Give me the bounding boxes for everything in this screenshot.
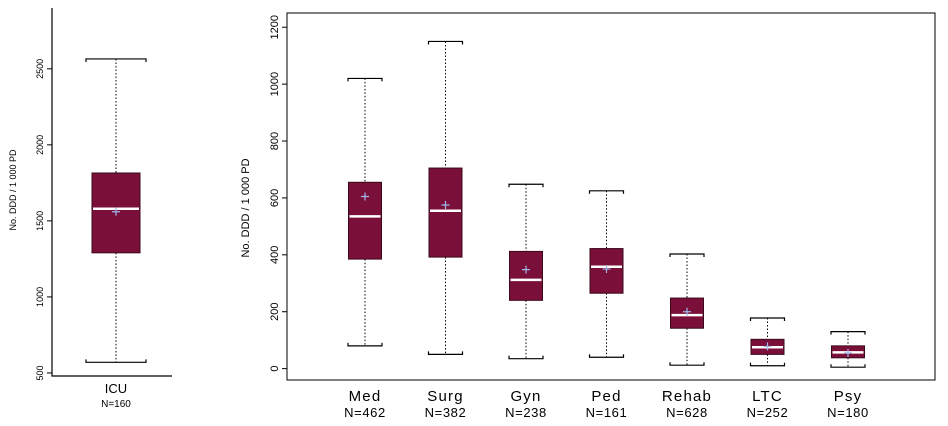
- x-category-label: Gyn: [510, 388, 541, 405]
- y-tick-label: 400: [269, 246, 281, 264]
- icu-boxes: [85, 58, 147, 363]
- x-sample-size-label: N=180: [827, 405, 869, 420]
- lower-whisker-cap: [830, 364, 866, 368]
- mean-marker: [441, 201, 450, 210]
- lower-whisker-cap: [427, 351, 464, 355]
- ward-boxplot-panel: 0 200 400 600 800 1000 1200 No. DDD / 1 000 PD…: [240, 12, 936, 420]
- x-sample-size-label: N=238: [505, 405, 547, 420]
- upper-whisker-cap: [588, 190, 625, 194]
- icu-plot-axes: [51, 8, 172, 377]
- mean-marker: [683, 307, 691, 316]
- box-med: [347, 77, 383, 347]
- upper-whisker-cap: [85, 58, 147, 62]
- y-tick-label: 1200: [269, 15, 281, 39]
- y-tick-label: 200: [269, 303, 281, 321]
- x-sample-size-label: N=160: [101, 399, 131, 410]
- iqr-box: [670, 297, 704, 329]
- lower-whisker-cap: [588, 354, 625, 358]
- ward-plot-frame: [286, 12, 936, 381]
- x-category-label: Med: [349, 388, 382, 405]
- y-tick-label: 0: [269, 366, 281, 372]
- icu-x-axis: ICU N=160: [101, 381, 131, 410]
- y-tick-label: 1000: [35, 287, 45, 307]
- upper-whisker-cap: [830, 331, 866, 335]
- x-category-label: Ped: [591, 388, 621, 405]
- upper-whisker-cap: [508, 183, 544, 188]
- x-category-label: Psy: [834, 388, 863, 405]
- lower-whisker-cap: [347, 342, 383, 347]
- x-sample-size-label: N=382: [425, 405, 467, 420]
- box-icu: [85, 58, 147, 363]
- x-category-label: LTC: [752, 388, 783, 405]
- mean-marker: [763, 342, 772, 351]
- x-sample-size-label: N=628: [666, 405, 708, 420]
- box-rehab: [669, 253, 705, 366]
- mean-marker: [602, 265, 611, 274]
- mean-marker: [361, 192, 369, 201]
- y-tick-label: 500: [35, 365, 45, 380]
- iqr-box: [509, 250, 543, 301]
- mean-marker: [112, 207, 120, 216]
- lower-whisker-cap: [749, 362, 786, 367]
- box-ped: [588, 190, 625, 358]
- ward-y-axis-label: No. DDD / 1 000 PD: [240, 158, 252, 257]
- mean-marker: [844, 348, 852, 357]
- lower-whisker-cap: [85, 359, 147, 363]
- x-sample-size-label: N=462: [344, 405, 386, 420]
- upper-whisker-cap: [347, 77, 383, 82]
- y-tick-label: 600: [269, 189, 281, 207]
- box-surg: [427, 40, 464, 355]
- ward-x-axis: MedN=462SurgN=382GynN=238PedN=161RehabN=…: [344, 388, 869, 420]
- y-tick-label: 1000: [269, 72, 281, 96]
- icu-y-axis: 500 1000 1500 2000 2500: [35, 59, 52, 380]
- mean-marker: [522, 265, 530, 274]
- y-tick-label: 1500: [35, 211, 45, 231]
- upper-whisker-cap: [749, 317, 786, 321]
- upper-whisker-cap: [669, 253, 705, 257]
- x-sample-size-label: N=252: [747, 405, 789, 420]
- icu-boxplot-panel: 500 1000 1500 2000 2500 No. DDD / 1 000 PD I…: [8, 8, 172, 410]
- lower-whisker-cap: [508, 355, 544, 360]
- x-category-label: Surg: [427, 388, 464, 405]
- box-ltc: [749, 317, 786, 367]
- x-sample-size-label: N=161: [586, 405, 628, 420]
- box-psy: [830, 331, 866, 368]
- box-gyn: [508, 183, 544, 360]
- ward-boxes: [347, 40, 866, 368]
- x-category-label: ICU: [105, 381, 127, 396]
- ward-y-axis: 0 200 400 600 800 1000 1200: [269, 15, 287, 372]
- lower-whisker-cap: [669, 362, 705, 366]
- x-category-label: Rehab: [662, 388, 712, 405]
- icu-y-axis-label: No. DDD / 1 000 PD: [8, 149, 18, 231]
- iqr-box: [428, 167, 463, 258]
- y-tick-label: 800: [269, 132, 281, 150]
- y-tick-label: 2000: [35, 135, 45, 155]
- y-tick-label: 2500: [35, 59, 45, 79]
- upper-whisker-cap: [427, 40, 464, 45]
